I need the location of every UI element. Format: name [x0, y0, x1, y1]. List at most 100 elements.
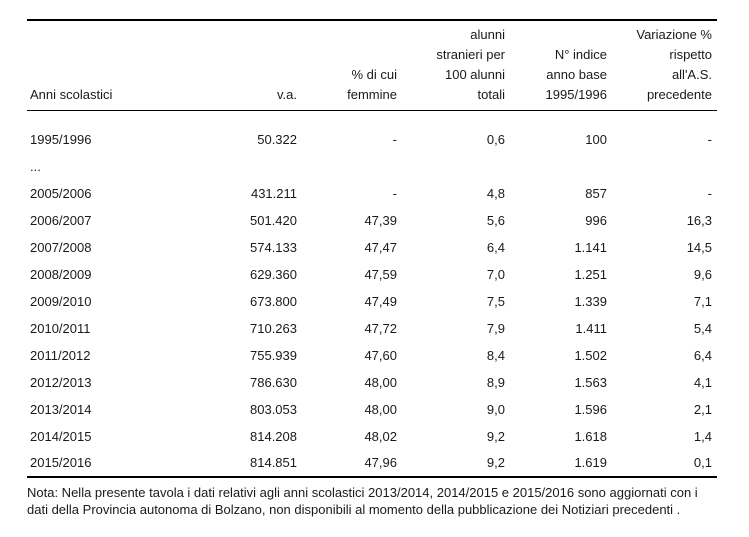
value-cell: 5,4	[693, 320, 712, 336]
table-row: 2015/2016 814.851 47,96 9,2 1.619 0,1	[27, 450, 717, 477]
value-cell: 47,39	[364, 212, 397, 228]
value-cell: 1.411	[575, 320, 607, 336]
value-cell: 1.251	[574, 266, 607, 282]
column-header-stranieri-per-100: alunni stranieri per 100 alunni totali	[397, 20, 505, 111]
value-cell: 9,6	[693, 266, 712, 282]
table-header: Anni scolastici v.a. % di cui femmine al…	[27, 20, 717, 111]
table-row: 2014/2015 814.208 48,02 9,2 1.618 1,4	[27, 423, 717, 450]
value-cell: 8,4	[486, 347, 505, 363]
value-cell: 803.053	[250, 401, 297, 417]
value-cell: 4,1	[693, 374, 712, 390]
value-cell: 7,5	[486, 293, 505, 309]
header-row: Anni scolastici v.a. % di cui femmine al…	[27, 20, 717, 111]
value-cell: 48,00	[364, 374, 397, 390]
table-row: 2008/2009 629.360 47,59 7,0 1.251 9,6	[27, 261, 717, 288]
value-cell: -	[392, 185, 397, 201]
table-row: ...	[27, 153, 717, 180]
row-label-cell: 1995/1996	[30, 131, 92, 147]
row-label-cell: 2011/2012	[30, 347, 91, 363]
value-cell: 48,00	[364, 401, 397, 417]
column-header-percent-femmine: % di cui femmine	[297, 20, 397, 111]
value-cell: 629.360	[250, 266, 297, 282]
table-row: 2012/2013 786.630 48,00 8,9 1.563 4,1	[27, 369, 717, 396]
value-cell: 574.133	[250, 239, 297, 255]
value-cell: -	[707, 185, 712, 201]
value-cell: 7,0	[486, 266, 505, 282]
value-cell: 431.211	[250, 185, 297, 201]
table-row: 1995/1996 50.322 - 0,6 100 -	[27, 126, 717, 153]
value-cell: 814.851	[250, 455, 297, 470]
table-row: 2005/2006 431.211 - 4,8 857 -	[27, 180, 717, 207]
column-header-va: v.a.	[157, 20, 297, 111]
row-label-cell: 2015/2016	[30, 455, 92, 470]
value-cell: 857	[585, 185, 607, 201]
value-cell: 47,96	[364, 455, 397, 470]
value-cell: 7,9	[486, 320, 505, 336]
value-cell: 6,4	[486, 239, 505, 255]
value-cell	[607, 153, 717, 180]
value-cell: 16,3	[686, 212, 712, 228]
row-label-cell: 2009/2010	[30, 293, 92, 309]
value-cell: 9,2	[486, 428, 505, 444]
value-cell: 2,1	[693, 401, 712, 417]
value-cell: 1,4	[693, 428, 712, 444]
row-label-cell: 2008/2009	[30, 266, 92, 282]
column-header-anni-scolastici: Anni scolastici	[27, 20, 157, 111]
value-cell	[397, 153, 505, 180]
value-cell: 8,9	[486, 374, 505, 390]
value-cell: 814.208	[250, 428, 297, 444]
value-cell: 47,60	[364, 347, 397, 363]
value-cell: 5,6	[486, 212, 505, 228]
value-cell: 1.502	[574, 347, 607, 363]
row-label-cell: 2005/2006	[30, 185, 92, 201]
table-body: 1995/1996 50.322 - 0,6 100 -... 2005/2006 431.2…	[27, 111, 717, 477]
value-cell: 47,72	[364, 320, 397, 336]
value-cell: 1.618	[574, 428, 607, 444]
value-cell: 50.322	[257, 131, 297, 147]
value-cell	[505, 153, 607, 180]
value-cell: 0,1	[693, 455, 712, 470]
value-cell: 14,5	[686, 239, 712, 255]
value-cell: 9,2	[486, 455, 505, 470]
value-cell: 755.939	[250, 347, 297, 363]
value-cell: 6,4	[693, 347, 712, 363]
table-row: 2007/2008 574.133 47,47 6,4 1.141 14,5	[27, 234, 717, 261]
table-row: 2006/2007 501.420 47,39 5,6 996 16,3	[27, 207, 717, 234]
row-label-cell: 2012/2013	[30, 374, 92, 390]
value-cell: 786.630	[250, 374, 297, 390]
value-cell: -	[392, 131, 397, 147]
foreign-pupils-table: Anni scolastici v.a. % di cui femmine al…	[27, 19, 717, 478]
value-cell: 1.619	[574, 455, 607, 470]
row-label-cell: 2010/2011	[30, 320, 91, 336]
value-cell: 501.420	[250, 212, 297, 228]
table-note: Nota: Nella presente tavola i dati relat…	[27, 484, 698, 518]
value-cell: 9,0	[486, 401, 505, 417]
column-header-numero-indice: N° indice anno base 1995/1996	[505, 20, 607, 111]
value-cell: 1.563	[574, 374, 607, 390]
value-cell: 100	[585, 131, 607, 147]
value-cell: 4,8	[486, 185, 505, 201]
value-cell: 1.596	[574, 401, 607, 417]
row-label-cell: 2006/2007	[30, 212, 92, 228]
table-row: 2011/2012 755.939 47,60 8,4 1.502 6,4	[27, 342, 717, 369]
row-label-cell: ...	[30, 158, 41, 174]
value-cell: 47,49	[364, 293, 397, 309]
value-cell: 47,59	[364, 266, 397, 282]
value-cell: 996	[585, 212, 607, 228]
value-cell: 47,47	[364, 239, 397, 255]
column-header-variazione: Variazione % rispetto all'A.S. precedent…	[607, 20, 717, 111]
value-cell: 0,6	[486, 131, 505, 147]
value-cell: -	[707, 131, 712, 147]
value-cell: 673.800	[250, 293, 297, 309]
row-label-cell: 2014/2015	[30, 428, 92, 444]
value-cell: 1.141	[574, 239, 607, 255]
value-cell: 7,1	[693, 293, 712, 309]
table-row: 2009/2010 673.800 47,49 7,5 1.339 7,1	[27, 288, 717, 315]
table-row: 2010/2011 710.263 47,72 7,9 1.411 5,4	[27, 315, 717, 342]
value-cell	[157, 153, 297, 180]
row-label-cell: 2007/2008	[30, 239, 92, 255]
value-cell: 1.339	[574, 293, 607, 309]
row-label-cell: 2013/2014	[30, 401, 92, 417]
value-cell: 48,02	[364, 428, 397, 444]
